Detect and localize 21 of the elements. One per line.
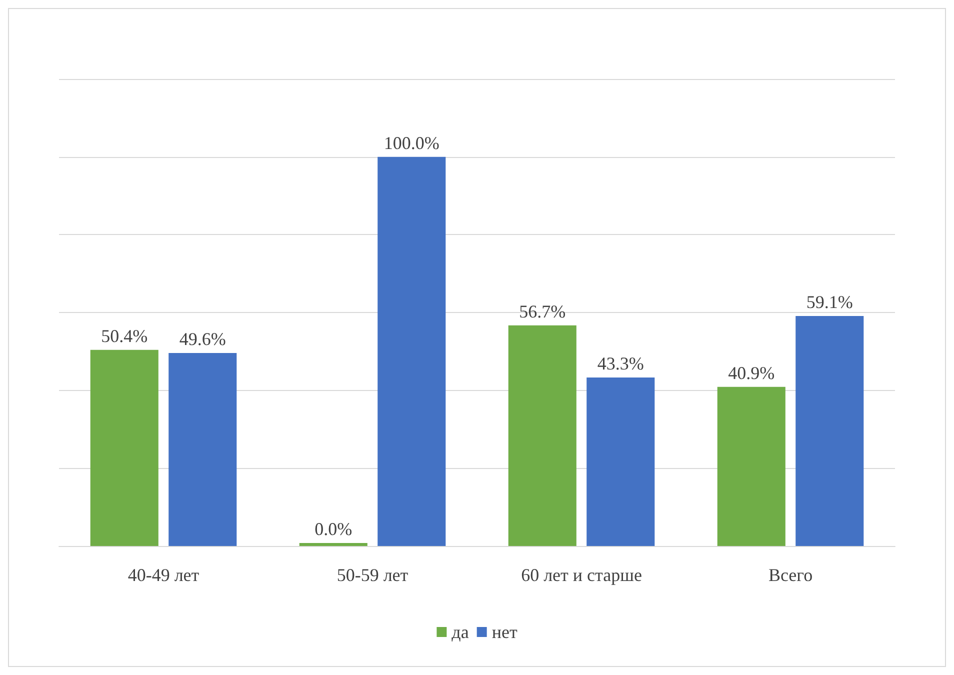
bar [378, 156, 446, 546]
data-label: 56.7% [519, 301, 566, 322]
bar [168, 352, 237, 546]
x-tick-label: 60 лет и старше [521, 565, 642, 585]
bar [717, 386, 786, 546]
data-label: 100.0% [384, 132, 440, 153]
x-tick-label: Всего [768, 565, 813, 585]
data-label: 0.0% [314, 519, 352, 539]
bar [796, 316, 864, 546]
data-label: 49.6% [179, 328, 226, 349]
data-label: 59.1% [806, 292, 853, 312]
legend-label: да [452, 622, 469, 642]
bar [586, 377, 655, 546]
bar [508, 325, 576, 546]
bar [90, 350, 158, 546]
data-label: 50.4% [101, 326, 148, 346]
legend-label: нет [492, 622, 518, 642]
data-label: 40.9% [728, 362, 775, 383]
x-tick-label: 50-59 лет [336, 565, 408, 585]
data-label: 43.3% [597, 353, 644, 374]
x-tick-label: 40-49 лет [128, 565, 200, 585]
